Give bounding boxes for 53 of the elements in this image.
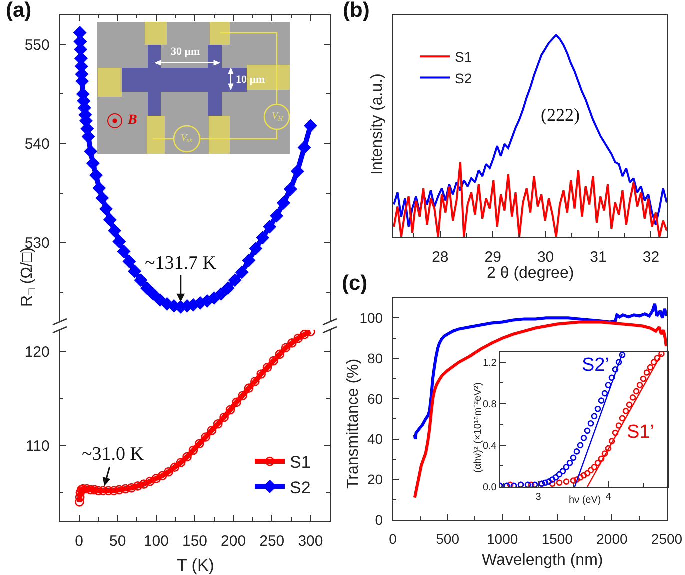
annotation: (222) bbox=[541, 105, 580, 125]
x-tick-label: 300 bbox=[298, 533, 324, 550]
x-tick-label: 0 bbox=[389, 530, 398, 547]
y-tick-label: 80 bbox=[367, 350, 384, 366]
y-tick-label: 0 bbox=[375, 512, 384, 528]
x-tick-label: 3 bbox=[536, 492, 542, 504]
legend-label: S2 bbox=[455, 70, 472, 86]
x-tick-label: 100 bbox=[144, 533, 169, 550]
chart-title: (c) bbox=[342, 272, 368, 295]
y-tick-label: 550 bbox=[24, 36, 50, 54]
y-tick-label: 60 bbox=[367, 390, 384, 407]
y-axis-title: Transmittance (%) bbox=[345, 358, 362, 489]
y-tick-label: 0.4 bbox=[482, 440, 498, 452]
x-tick-label: 31 bbox=[590, 249, 607, 266]
x-tick-label: 32 bbox=[642, 249, 660, 266]
x-tick-label: 2000 bbox=[596, 530, 628, 547]
y-tick-label: 110 bbox=[26, 438, 50, 455]
y-tick-label: 100 bbox=[360, 310, 384, 326]
chart-title: (a) bbox=[6, 0, 32, 22]
legend-label: S2 bbox=[290, 478, 311, 498]
y-tick-label: 540 bbox=[24, 136, 50, 153]
x-tick-label: 2500 bbox=[651, 530, 683, 547]
x-axis-title: Wavelength (nm) bbox=[482, 552, 604, 569]
y-tick-label: 0.0 bbox=[482, 482, 498, 494]
y-tick-label: 0.8 bbox=[482, 399, 498, 410]
x-tick-label: 28 bbox=[432, 249, 449, 266]
y-tick-label: 40 bbox=[367, 431, 384, 448]
y-axis-title: (αhν)² (×10¹⁶m⁻²eV²) bbox=[473, 382, 484, 473]
x-tick-label: 250 bbox=[260, 533, 285, 550]
annotation: ~131.7 K bbox=[145, 253, 217, 274]
y-tick-label: 1.2 bbox=[482, 358, 498, 369]
x-tick-label: 1000 bbox=[487, 530, 518, 547]
y-tick-label: 120 bbox=[24, 344, 50, 361]
x-tick-label: 50 bbox=[110, 533, 126, 550]
x-tick-label: 29 bbox=[484, 249, 502, 266]
x-axis-title: hν (eV) bbox=[569, 495, 602, 506]
y-axis-title: Intensity (a.u.) bbox=[369, 74, 386, 175]
legend-label: S1 bbox=[455, 49, 472, 66]
x-tick-label: 0 bbox=[75, 533, 84, 550]
x-tick-label: 4 bbox=[606, 492, 612, 504]
x-tick-label: 30 bbox=[537, 249, 554, 266]
series-label: S1’ bbox=[627, 422, 654, 443]
chart-title: (b) bbox=[343, 0, 370, 22]
y-tick-label: 20 bbox=[367, 472, 384, 488]
x-tick-label: 150 bbox=[182, 533, 208, 550]
x-tick-label: 500 bbox=[436, 530, 460, 547]
annotation: ~31.0 K bbox=[82, 444, 144, 465]
x-axis-title: 2 θ (degree) bbox=[487, 265, 574, 282]
series-label: S2’ bbox=[582, 355, 610, 376]
x-axis-title: T (K) bbox=[177, 556, 214, 575]
legend-label: S1 bbox=[290, 453, 311, 472]
x-tick-label: 200 bbox=[221, 533, 246, 550]
x-tick-label: 1500 bbox=[542, 530, 574, 547]
